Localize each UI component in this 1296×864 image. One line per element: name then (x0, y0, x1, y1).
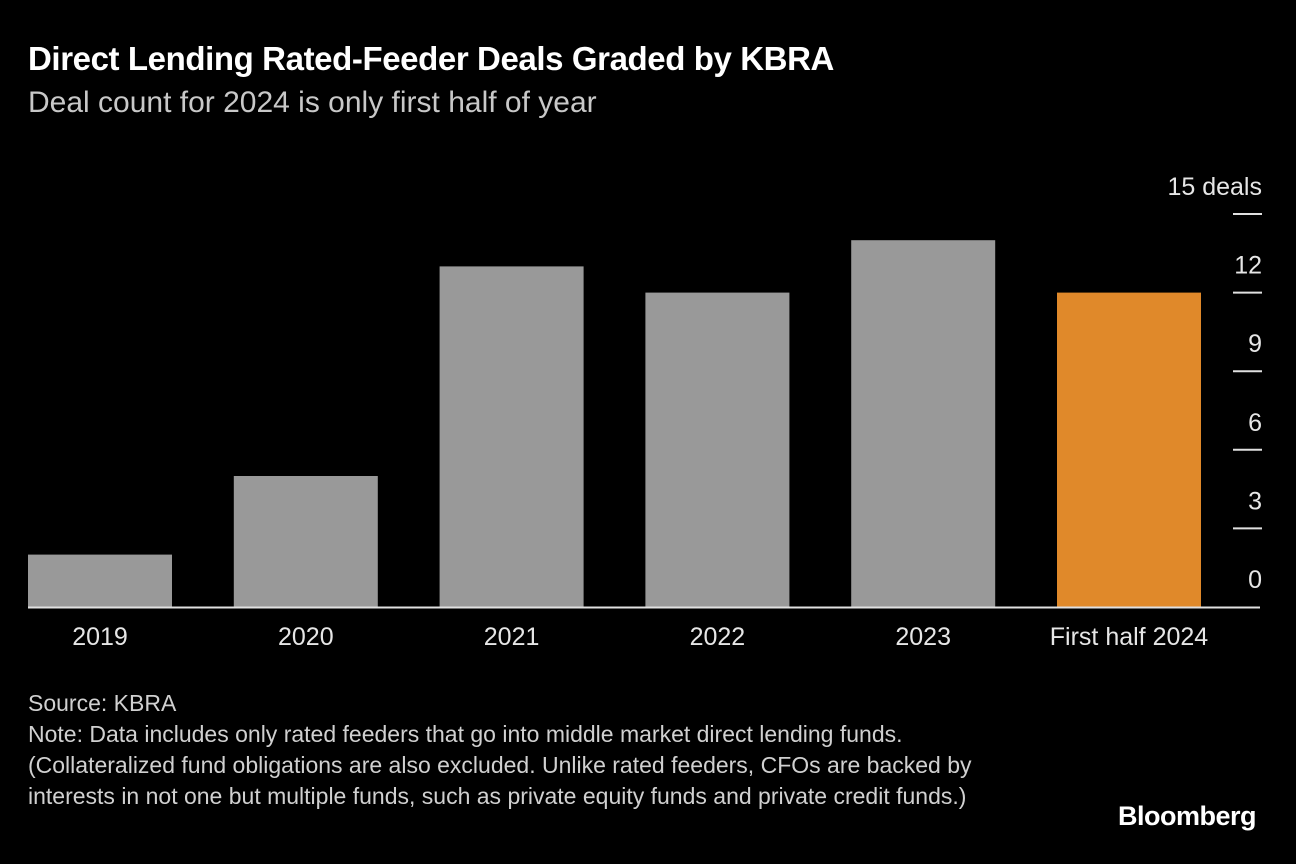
bloomberg-logo: Bloomberg (1117, 801, 1257, 831)
y-tick-label: 6 (1248, 409, 1262, 437)
data-note: Note: Data includes only rated feeders t… (28, 721, 972, 809)
y-tick-label: 9 (1248, 330, 1262, 358)
chart-subtitle: Deal count for 2024 is only first half o… (28, 86, 597, 119)
y-tick-label: 12 (1234, 252, 1262, 280)
x-tick-label: 2019 (72, 623, 128, 651)
bars-group (28, 240, 1201, 607)
source-note: Source: KBRA (28, 690, 177, 716)
y-tick-label: 0 (1248, 566, 1262, 594)
x-tick-label: 2022 (690, 623, 746, 651)
bar-chart: 0 3 6 9 12 15 deals 2019 2020 2021 2022 2023 First… (28, 173, 1262, 651)
x-axis: 2019 2020 2021 2022 2023 First half 2024 (72, 623, 1208, 651)
x-tick-label: 2021 (484, 623, 540, 651)
chart-title: Direct Lending Rated-Feeder Deals Graded… (28, 40, 834, 77)
chart-footer: Source: KBRA Note: Data includes only ra… (28, 688, 1028, 812)
bar-2023 (851, 240, 996, 607)
x-tick-label: 2020 (278, 623, 334, 651)
bar-2021 (439, 266, 584, 607)
bar-2022 (645, 292, 790, 607)
y-tick-label: 15 deals (1167, 173, 1262, 201)
x-tick-label: 2023 (895, 623, 951, 651)
bar-first-half-2024 (1057, 292, 1201, 607)
y-tick-label: 3 (1248, 487, 1262, 515)
x-tick-label: First half 2024 (1050, 623, 1209, 651)
bar-2019 (28, 554, 172, 607)
bar-2020 (233, 476, 378, 607)
y-axis: 0 3 6 9 12 15 deals (1167, 173, 1262, 594)
